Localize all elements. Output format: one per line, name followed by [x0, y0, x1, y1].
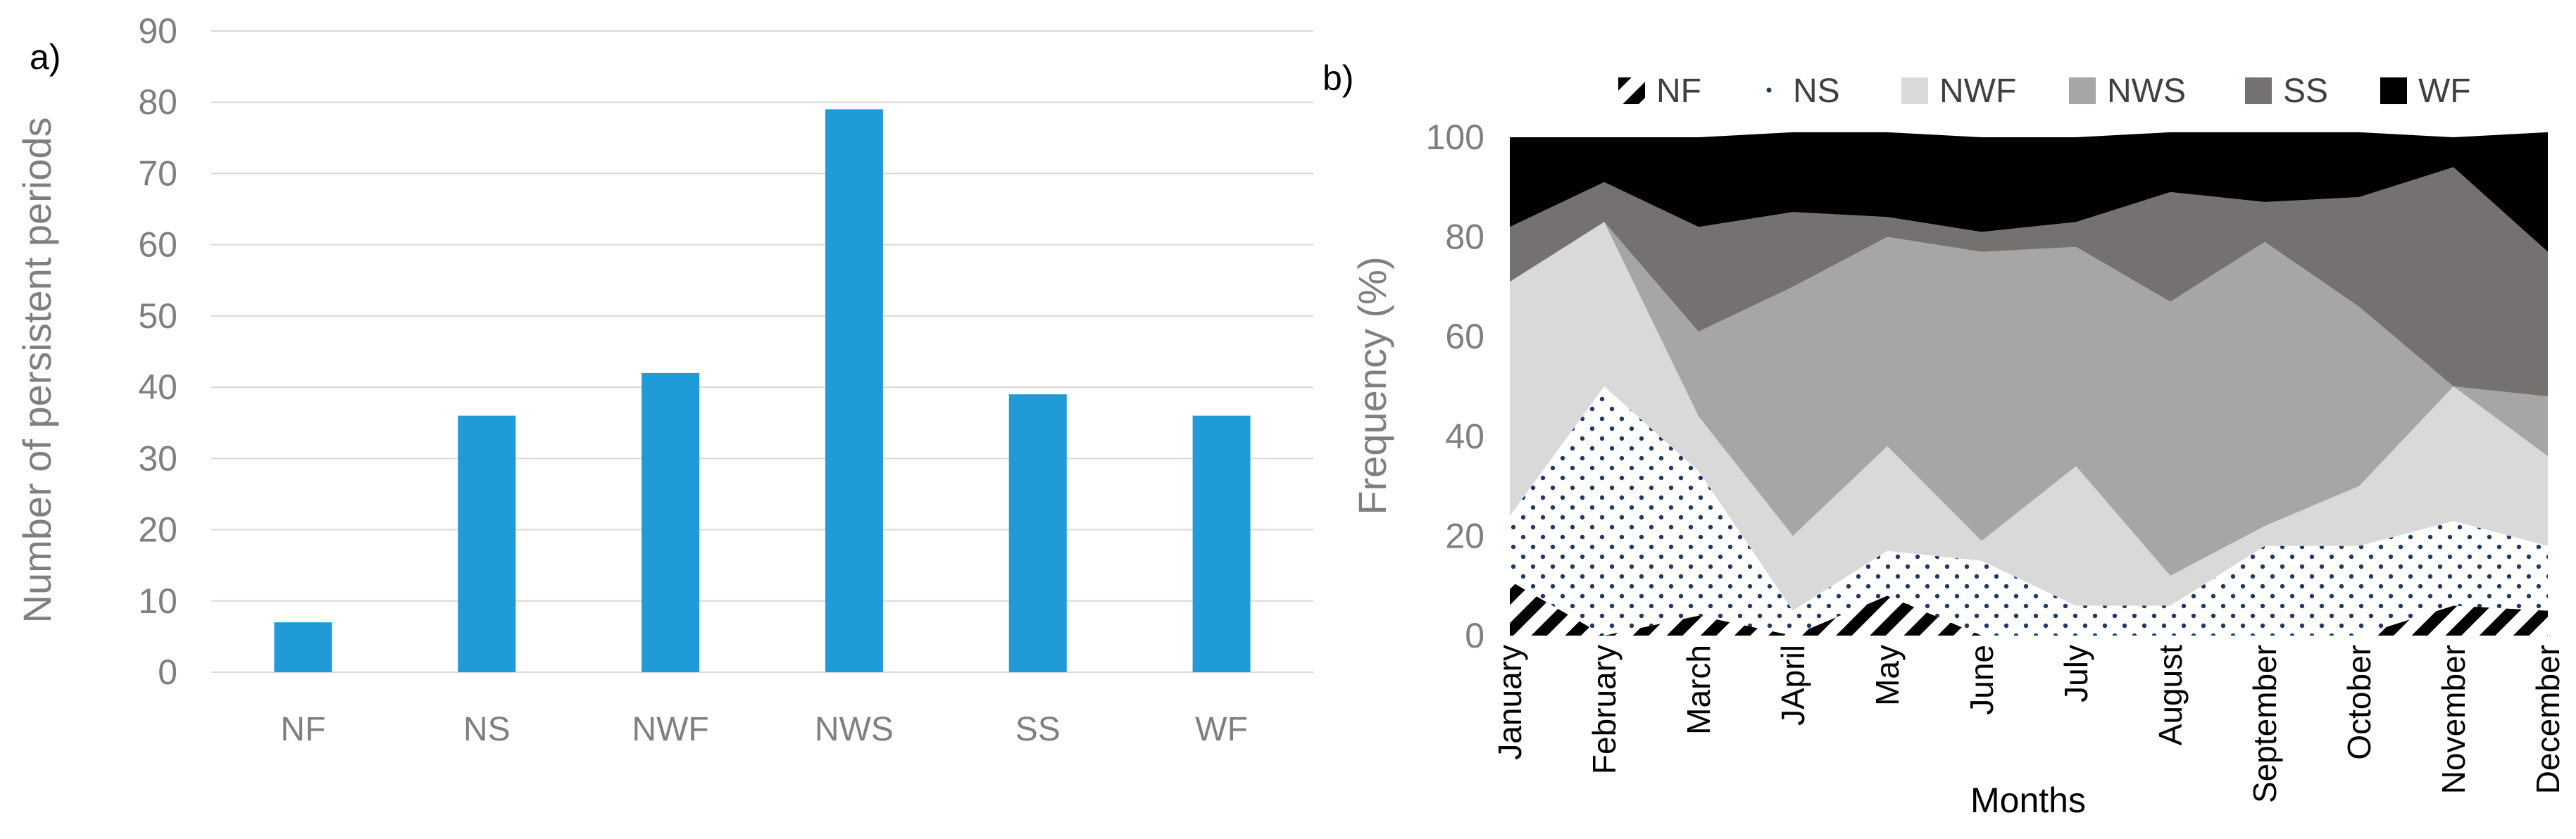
y-tick-label: 90 — [138, 11, 177, 51]
legend-label: NF — [1656, 72, 1701, 110]
area-chart-y-axis-title: Frequency (%) — [1350, 256, 1394, 515]
legend-item-ss: SS — [2245, 72, 2328, 110]
panel-b-label: b) — [1323, 58, 1353, 98]
bar-ns — [458, 415, 516, 672]
bar-ss — [1008, 394, 1067, 672]
legend-swatch — [1901, 77, 1928, 104]
panel-a-label: a) — [30, 37, 61, 77]
area-chart-panel: b) NF NS NWF NWS SS WF 0 20 40 60 80 100 January Fe… — [1323, 58, 2566, 820]
y-tick-label: 0 — [158, 652, 177, 692]
area-nf — [1510, 581, 2548, 636]
bar-chart-categories: NF NS NWF NWS SS WF — [280, 711, 1247, 748]
area-ns — [1510, 386, 2548, 636]
month-label: September — [2246, 645, 2283, 803]
legend-swatch — [2380, 77, 2407, 104]
category-label: WF — [1195, 711, 1248, 748]
bar-nwf — [642, 372, 700, 672]
legend-label: WF — [2418, 72, 2471, 110]
area-chart-areas — [1510, 132, 2548, 636]
legend-swatch — [2069, 77, 2096, 104]
month-label: October — [2341, 645, 2377, 760]
y-tick-label: 10 — [138, 581, 177, 621]
category-label: NWS — [815, 711, 894, 748]
legend-item-nf: NF — [1618, 72, 1701, 110]
month-label: August — [2152, 645, 2189, 745]
bar-chart-y-axis-title: Number of persistent periods — [15, 117, 59, 623]
y-tick-label: 0 — [1465, 616, 1484, 655]
area-chart-legend: NF NS NWF NWS SS WF — [1618, 72, 2471, 110]
month-label: March — [1680, 645, 1717, 735]
bar-nws — [825, 109, 883, 672]
legend-label: NS — [1793, 72, 1840, 110]
area-chart-y-ticks: 0 20 40 60 80 100 — [1426, 118, 1484, 655]
bar-chart-y-ticks: 0 10 20 30 40 50 60 70 80 90 — [138, 11, 177, 692]
category-label: SS — [1015, 711, 1061, 748]
bar-chart-gridlines — [211, 30, 1313, 673]
month-label: July — [2058, 645, 2094, 702]
month-label: May — [1869, 645, 1906, 706]
y-tick-label: 60 — [138, 225, 177, 265]
legend-swatch — [2245, 77, 2272, 104]
month-label: JApril — [1775, 645, 1811, 726]
month-label: February — [1586, 645, 1622, 774]
category-label: NS — [463, 711, 511, 748]
legend-item-nws: NWS — [2069, 72, 2186, 110]
legend-item-ns: NS — [1766, 72, 1840, 110]
y-tick-label: 100 — [1426, 118, 1484, 157]
category-label: NWF — [632, 711, 708, 748]
month-label: June — [1963, 645, 2000, 715]
y-tick-label: 20 — [138, 510, 177, 550]
bar-chart-bars — [274, 109, 1251, 672]
legend-label: SS — [2283, 72, 2328, 110]
legend-label: NWF — [1939, 72, 2016, 110]
bar-wf — [1192, 415, 1251, 672]
y-tick-label: 40 — [138, 367, 177, 407]
y-tick-label: 60 — [1445, 317, 1484, 356]
month-label: December — [2530, 645, 2566, 794]
y-tick-label: 20 — [1445, 516, 1484, 555]
category-label: NF — [280, 711, 325, 748]
area-chart-x-axis-title: Months — [1970, 781, 2086, 820]
legend-swatch — [1766, 87, 1772, 93]
y-tick-label: 80 — [1445, 217, 1484, 257]
y-tick-label: 50 — [138, 296, 177, 336]
y-tick-label: 30 — [138, 439, 177, 478]
month-label: November — [2435, 645, 2472, 794]
y-tick-label: 40 — [1445, 417, 1484, 456]
bar-chart-panel: a) 0 10 20 30 40 50 60 70 80 90 NF NS NWF NWS SS WF Nu… — [15, 11, 1313, 748]
y-tick-label: 70 — [138, 153, 177, 193]
legend-label: NWS — [2107, 72, 2186, 110]
area-nws — [1510, 222, 2548, 576]
area-wf — [1510, 132, 2548, 252]
y-tick-label: 80 — [138, 82, 177, 122]
area-ss — [1510, 167, 2548, 397]
area-chart-months: January February March JApril May June July Aug… — [1492, 645, 2566, 803]
legend-item-wf: WF — [2380, 72, 2471, 110]
month-label: January — [1492, 645, 1528, 760]
legend-swatch — [1618, 77, 1645, 104]
bar-nf — [274, 622, 332, 672]
area-nwf — [1510, 222, 2548, 611]
legend-item-nwf: NWF — [1901, 72, 2016, 110]
